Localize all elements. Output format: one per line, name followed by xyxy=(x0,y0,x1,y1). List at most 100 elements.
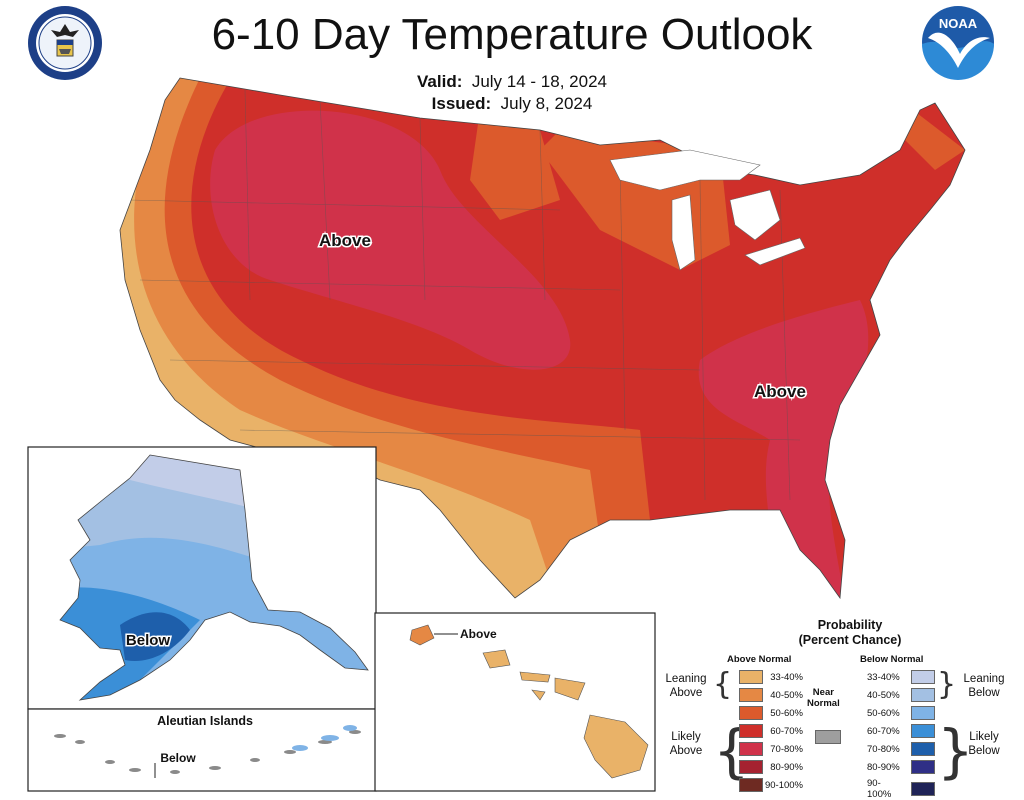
below-legend-row: 90-100% xyxy=(867,778,935,800)
lake-erie xyxy=(744,237,806,266)
island-oahu xyxy=(482,649,511,669)
leaning-below-line1: Leaning xyxy=(963,673,1005,685)
above-legend-swatch xyxy=(739,778,763,792)
below-legend-row: 60-70% xyxy=(867,724,935,738)
below-legend-label: 50-60% xyxy=(867,707,900,719)
zone-70-80-west xyxy=(210,110,571,370)
map-title: 6-10 Day Temperature Outlook xyxy=(211,10,813,59)
label-below-aleutian: Below xyxy=(160,751,196,765)
label-above-west: Above xyxy=(319,231,371,250)
below-legend-label: 80-90% xyxy=(867,761,900,773)
valid-value: July 14 - 18, 2024 xyxy=(471,72,607,91)
near-line1: Near xyxy=(812,687,834,698)
below-legend-label: 70-80% xyxy=(867,743,900,755)
above-legend-row: 40-50% xyxy=(733,688,803,702)
lake-huron xyxy=(729,189,781,241)
zone-70-80-southeast xyxy=(698,300,869,598)
below-legend-label: 40-50% xyxy=(867,689,900,701)
likely-above-line1: Likely xyxy=(671,731,701,743)
leaning-above-line2: Above xyxy=(669,687,703,699)
below-legend-swatch xyxy=(911,670,935,684)
above-legend-swatch xyxy=(739,742,763,756)
near-normal-label: Near Normal xyxy=(807,687,840,709)
below-legend-swatch xyxy=(911,724,935,738)
legend-title: Probability (Percent Chance) xyxy=(750,618,950,648)
brace-leaning-below: } xyxy=(937,667,957,702)
above-legend-label: 40-50% xyxy=(770,689,803,701)
likely-below-line2: Below xyxy=(968,745,1000,757)
below-legend-swatch xyxy=(911,706,935,720)
zone-upper-midwest xyxy=(470,110,560,220)
above-legend-swatch xyxy=(739,724,763,738)
leaning-above-label: Leaning Above xyxy=(655,672,717,700)
island-hawaii xyxy=(583,714,649,779)
leaning-above-line1: Leaning xyxy=(665,673,707,685)
likely-above-line2: Above xyxy=(669,745,703,757)
above-legend-row: 33-40% xyxy=(733,670,803,684)
below-legend-swatch xyxy=(911,760,935,774)
above-legend-swatch xyxy=(739,760,763,774)
below-legend-row: 40-50% xyxy=(867,688,935,702)
brace-likely-below: } xyxy=(937,717,974,785)
probability-legend: Probability (Percent Chance) Above Norma… xyxy=(655,612,1024,800)
island-lanai xyxy=(531,689,546,701)
below-legend-swatch xyxy=(911,742,935,756)
below-legend-swatch xyxy=(911,688,935,702)
below-legend-label: 60-70% xyxy=(867,725,900,737)
doc-seal-icon xyxy=(28,6,102,80)
above-legend-swatch xyxy=(739,670,763,684)
aleutian-title: Aleutian Islands xyxy=(157,714,253,728)
issued-date: Issued: July 8, 2024 xyxy=(0,94,1024,114)
above-legend-label: 80-90% xyxy=(770,761,803,773)
below-legend-row: 33-40% xyxy=(867,670,935,684)
below-legend-label: 90-100% xyxy=(867,778,892,800)
lake-superior xyxy=(609,149,761,191)
legend-title-line2: (Percent Chance) xyxy=(798,633,902,647)
island-kauai xyxy=(409,624,435,646)
above-legend-swatch xyxy=(739,688,763,702)
above-legend-label: 60-70% xyxy=(770,725,803,737)
near-normal-swatch xyxy=(815,730,841,744)
below-legend-row: 50-60% xyxy=(867,706,935,720)
aleutian-islands xyxy=(54,730,361,774)
label-above-hawaii: Above xyxy=(460,627,497,641)
near-line2: Normal xyxy=(807,698,840,709)
above-legend-label: 90-100% xyxy=(764,779,803,791)
below-legend-row: 80-90% xyxy=(867,760,935,774)
above-legend-label: 33-40% xyxy=(770,671,803,683)
issued-label: Issued: xyxy=(431,94,492,113)
likely-below-line1: Likely xyxy=(969,731,999,743)
noaa-logo-icon: NOAA xyxy=(922,6,994,80)
island-molokai xyxy=(519,671,551,683)
aleutian-islands-east xyxy=(292,725,357,751)
noaa-logo-text: NOAA xyxy=(939,16,978,31)
label-above-east: Above xyxy=(754,382,806,401)
above-legend-row: 70-80% xyxy=(733,742,803,756)
valid-label: Valid: xyxy=(417,72,463,91)
issued-value: July 8, 2024 xyxy=(500,94,593,113)
below-normal-heading: Below Normal xyxy=(860,654,924,665)
below-legend-row: 70-80% xyxy=(867,742,935,756)
above-legend-row: 50-60% xyxy=(733,706,803,720)
leaning-below-line2: Below xyxy=(968,687,1000,699)
above-legend-label: 70-80% xyxy=(770,743,803,755)
above-legend-row: 60-70% xyxy=(733,724,803,738)
leaning-below-label: Leaning Below xyxy=(953,672,1015,700)
above-normal-heading: Above Normal xyxy=(727,654,792,665)
likely-above-label: Likely Above xyxy=(655,730,717,758)
alaska-outline xyxy=(59,454,369,701)
below-legend-swatch xyxy=(911,782,935,796)
label-below-alaska: Below xyxy=(126,632,171,649)
below-legend-label: 33-40% xyxy=(867,671,900,683)
legend-title-line1: Probability xyxy=(817,618,883,632)
above-legend-swatch xyxy=(739,706,763,720)
ak-zone-70-80 xyxy=(120,612,190,661)
island-maui xyxy=(554,677,586,701)
above-legend-row: 80-90% xyxy=(733,760,803,774)
above-legend-row: 90-100% xyxy=(733,778,803,792)
likely-below-label: Likely Below xyxy=(953,730,1015,758)
valid-dates: Valid: July 14 - 18, 2024 xyxy=(0,72,1024,92)
lake-michigan xyxy=(671,194,696,271)
aleutian-inset-frame xyxy=(27,708,377,792)
